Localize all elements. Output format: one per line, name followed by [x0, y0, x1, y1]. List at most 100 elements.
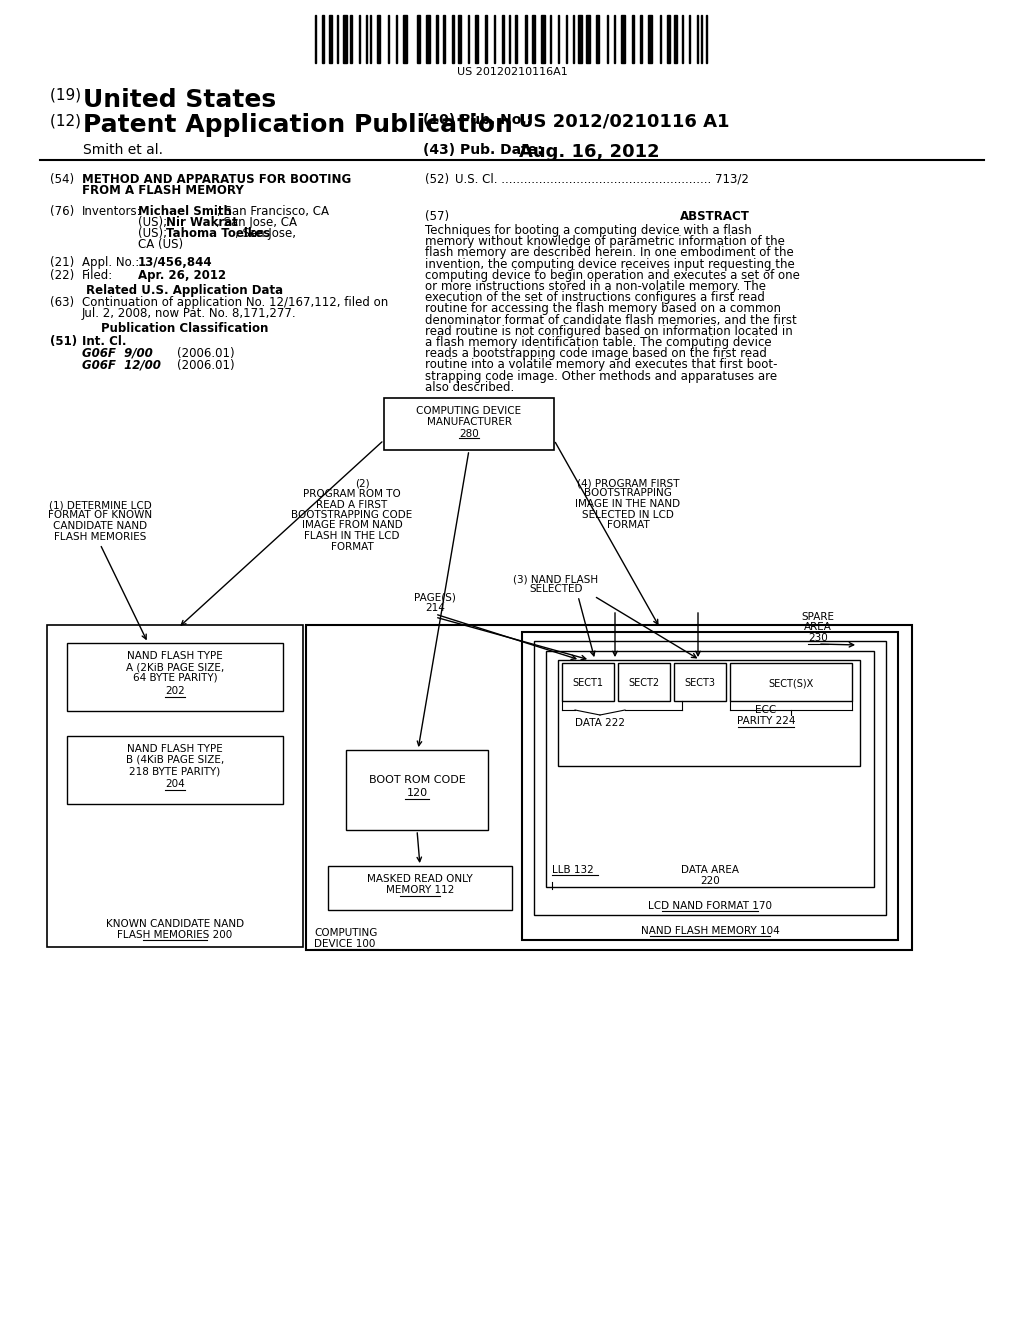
- Text: PROGRAM ROM TO: PROGRAM ROM TO: [303, 488, 400, 499]
- Text: SELECTED: SELECTED: [529, 585, 583, 594]
- Text: KNOWN CANDIDATE NAND: KNOWN CANDIDATE NAND: [105, 919, 244, 929]
- Bar: [329, 15, 332, 63]
- Text: routine into a volatile memory and executes that first boot-: routine into a volatile memory and execu…: [425, 359, 777, 371]
- Text: 220: 220: [700, 876, 720, 886]
- Text: (54): (54): [50, 173, 74, 186]
- Text: United States: United States: [83, 88, 276, 112]
- Bar: [452, 15, 454, 63]
- Text: NAND FLASH TYPE: NAND FLASH TYPE: [127, 651, 223, 661]
- Text: 230: 230: [808, 634, 827, 643]
- Text: SECT3: SECT3: [684, 678, 716, 688]
- Text: CA (US): CA (US): [138, 238, 183, 251]
- Bar: [350, 15, 352, 63]
- Text: also described.: also described.: [425, 380, 514, 393]
- Text: SELECTED IN LCD: SELECTED IN LCD: [582, 510, 674, 520]
- Text: MANUFACTURER: MANUFACTURER: [427, 417, 512, 426]
- Bar: [730, 663, 852, 701]
- Text: 214: 214: [425, 603, 445, 612]
- Text: IMAGE FROM NAND: IMAGE FROM NAND: [302, 520, 402, 531]
- Bar: [562, 663, 614, 701]
- Text: COMPUTING: COMPUTING: [314, 928, 378, 939]
- Text: routine for accessing the flash memory based on a common: routine for accessing the flash memory b…: [425, 302, 781, 315]
- Text: (22): (22): [50, 269, 75, 282]
- Text: 218 BYTE PARITY): 218 BYTE PARITY): [129, 766, 220, 776]
- Text: Continuation of application No. 12/167,112, filed on: Continuation of application No. 12/167,1…: [82, 296, 388, 309]
- Text: AREA: AREA: [804, 623, 831, 632]
- Bar: [618, 663, 670, 701]
- Text: LCD NAND FORMAT 170: LCD NAND FORMAT 170: [648, 902, 772, 911]
- Text: Jul. 2, 2008, now Pat. No. 8,171,277.: Jul. 2, 2008, now Pat. No. 8,171,277.: [82, 308, 297, 319]
- Text: (12): (12): [50, 114, 86, 128]
- Bar: [640, 15, 642, 63]
- Bar: [322, 15, 324, 63]
- Text: Int. Cl.: Int. Cl.: [82, 335, 127, 348]
- Text: Apr. 26, 2012: Apr. 26, 2012: [138, 269, 226, 282]
- Bar: [343, 15, 347, 63]
- Text: memory without knowledge of parametric information of the: memory without knowledge of parametric i…: [425, 235, 784, 248]
- Bar: [328, 866, 512, 909]
- Bar: [667, 15, 670, 63]
- Bar: [458, 15, 461, 63]
- Text: computing device to begin operation and executes a set of one: computing device to begin operation and …: [425, 269, 800, 281]
- Bar: [403, 15, 407, 63]
- Bar: [546, 651, 874, 887]
- Text: a flash memory identification table. The computing device: a flash memory identification table. The…: [425, 337, 772, 348]
- Text: PARITY 224: PARITY 224: [736, 715, 796, 726]
- Bar: [674, 663, 726, 701]
- Text: Appl. No.:: Appl. No.:: [82, 256, 139, 269]
- Bar: [534, 642, 886, 915]
- Text: METHOD AND APPARATUS FOR BOOTING: METHOD AND APPARATUS FOR BOOTING: [82, 173, 351, 186]
- Text: G06F  12/00: G06F 12/00: [82, 359, 161, 372]
- Bar: [443, 15, 445, 63]
- Text: 202: 202: [165, 686, 185, 696]
- Bar: [426, 15, 430, 63]
- Text: US 2012/0210116 A1: US 2012/0210116 A1: [519, 114, 729, 131]
- Text: SECT2: SECT2: [629, 678, 659, 688]
- Bar: [67, 737, 283, 804]
- Text: reads a bootstrapping code image based on the first read: reads a bootstrapping code image based o…: [425, 347, 767, 360]
- Bar: [436, 15, 438, 63]
- Text: A (2KiB PAGE SIZE,: A (2KiB PAGE SIZE,: [126, 663, 224, 672]
- Bar: [515, 15, 517, 63]
- Text: (52): (52): [425, 173, 450, 186]
- Bar: [558, 660, 860, 766]
- Text: (US);: (US);: [138, 216, 171, 228]
- Text: , San Jose, CA: , San Jose, CA: [216, 216, 297, 228]
- Text: (US);: (US);: [138, 227, 171, 240]
- Text: Smith et al.: Smith et al.: [83, 143, 163, 157]
- Bar: [596, 15, 599, 63]
- Text: FORMAT: FORMAT: [331, 541, 374, 552]
- Bar: [306, 624, 912, 950]
- Text: (2006.01): (2006.01): [177, 359, 234, 372]
- Bar: [377, 15, 380, 63]
- Text: (3) NAND FLASH: (3) NAND FLASH: [513, 574, 599, 583]
- Text: FORMAT OF KNOWN: FORMAT OF KNOWN: [48, 511, 152, 520]
- Text: (19): (19): [50, 88, 86, 103]
- Text: LLB 132: LLB 132: [552, 865, 594, 875]
- Bar: [485, 15, 487, 63]
- Text: execution of the set of instructions configures a first read: execution of the set of instructions con…: [425, 292, 765, 304]
- Text: read routine is not configured based on information located in: read routine is not configured based on …: [425, 325, 793, 338]
- Text: Michael Smith: Michael Smith: [138, 205, 231, 218]
- Bar: [475, 15, 478, 63]
- Text: (76): (76): [50, 205, 75, 218]
- Bar: [648, 15, 652, 63]
- Text: ABSTRACT: ABSTRACT: [680, 210, 750, 223]
- Text: MEMORY 112: MEMORY 112: [386, 884, 455, 895]
- Text: FORMAT: FORMAT: [606, 520, 649, 531]
- Text: Filed:: Filed:: [82, 269, 114, 282]
- Bar: [47, 624, 303, 946]
- Text: (4) PROGRAM FIRST: (4) PROGRAM FIRST: [577, 478, 679, 488]
- Text: strapping code image. Other methods and apparatuses are: strapping code image. Other methods and …: [425, 370, 777, 383]
- Bar: [621, 15, 625, 63]
- Text: (1) DETERMINE LCD: (1) DETERMINE LCD: [48, 500, 152, 510]
- Text: , San Francisco, CA: , San Francisco, CA: [217, 205, 329, 218]
- Text: invention, the computing device receives input requesting the: invention, the computing device receives…: [425, 257, 795, 271]
- Bar: [674, 15, 677, 63]
- Text: flash memory are described herein. In one embodiment of the: flash memory are described herein. In on…: [425, 247, 794, 260]
- Bar: [67, 643, 283, 711]
- Text: (21): (21): [50, 256, 75, 269]
- Text: (63): (63): [50, 296, 74, 309]
- Text: PAGE(S): PAGE(S): [414, 591, 456, 602]
- Text: G06F  9/00: G06F 9/00: [82, 347, 153, 360]
